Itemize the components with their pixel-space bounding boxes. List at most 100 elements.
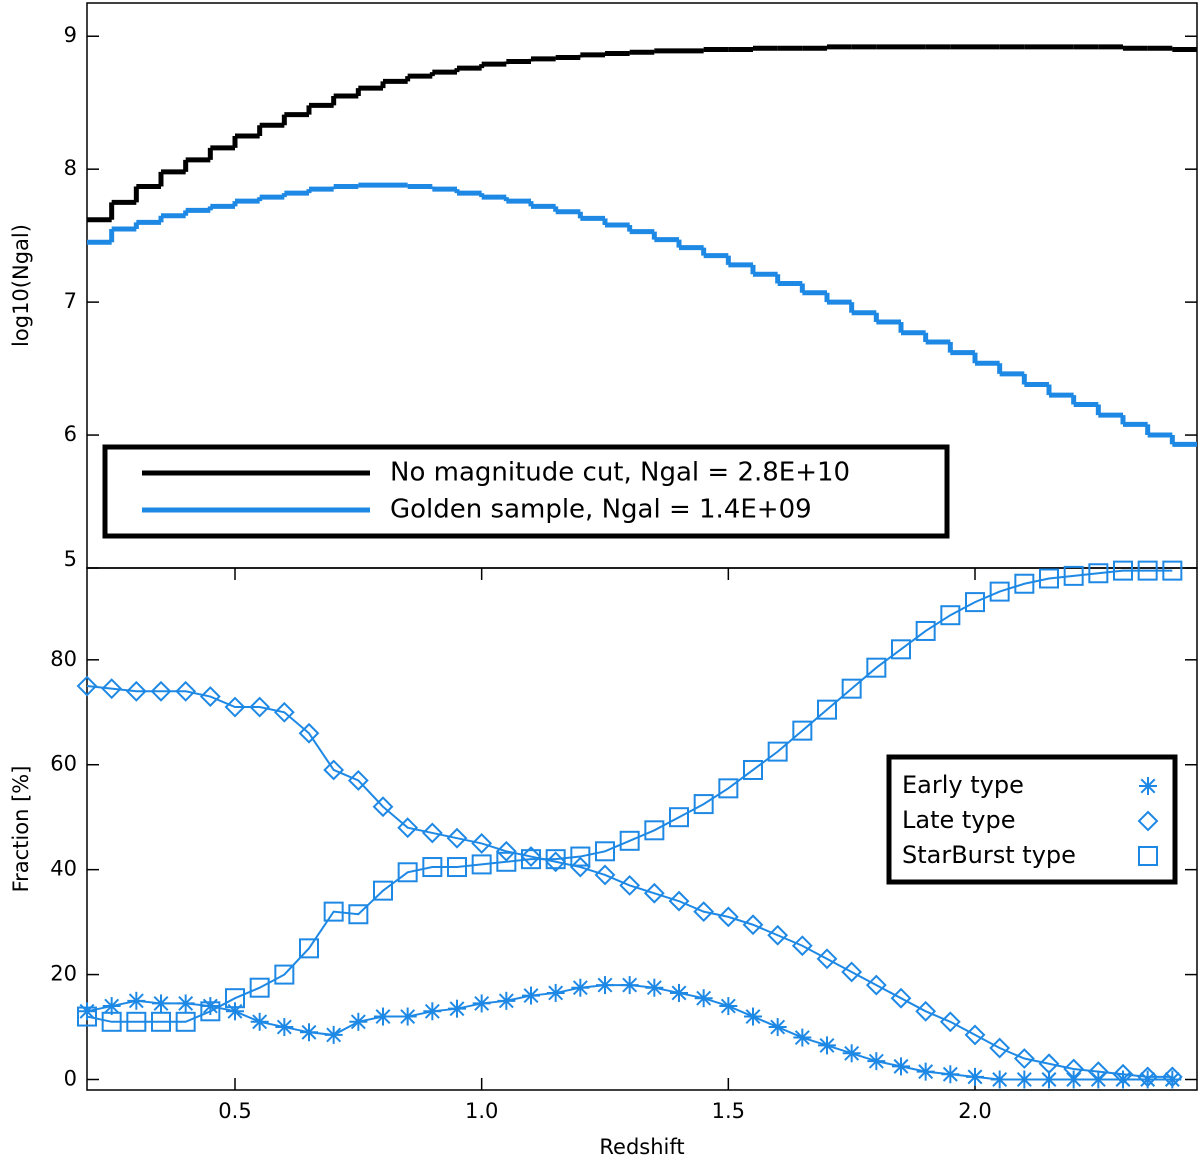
marker-shape [175,680,197,702]
marker-shape [791,935,813,957]
marker-shape [301,1024,317,1040]
data-point [915,1000,937,1022]
marker-shape [643,882,665,904]
marker-shape [868,1053,884,1069]
data-point [571,978,590,997]
marker-shape [1088,563,1109,584]
data-point [817,699,837,720]
marker-shape [422,857,443,878]
y-tick-label: 5 [64,547,77,571]
step-riser [109,185,1175,445]
x-tick-label: 1.0 [465,1099,498,1123]
data-point [200,1001,221,1022]
plot-frame [86,567,1198,1091]
data-point [619,874,641,896]
data-point [793,1028,812,1047]
data-point [569,856,591,878]
marker-shape [595,841,615,862]
y-axis-label: Fraction [%] [9,766,33,893]
marker-shape [841,678,862,699]
marker-shape [594,864,616,886]
marker-shape [323,901,344,922]
data-point [767,741,788,762]
y-tick-label: 80 [50,647,77,671]
data-point [865,974,887,996]
marker-shape [397,817,419,839]
data-point [447,857,467,878]
marker-shape [891,639,911,660]
marker-shape [274,964,295,985]
marker-shape [792,720,813,741]
y-axis-label: log10(Ngal) [9,224,33,347]
marker-shape [101,1011,122,1032]
data-point [890,987,912,1009]
data-point [125,680,147,702]
data-point [1064,1070,1083,1089]
marker-shape [819,1037,835,1053]
y-tick-label: 8 [64,156,77,180]
data-point [1112,1063,1134,1085]
data-point [373,880,393,901]
marker-shape [126,1011,147,1032]
y-tick-label: 60 [50,752,77,776]
data-point [471,854,492,875]
marker-shape [597,977,613,993]
data-point [1015,1070,1034,1089]
x-axis-label: Redshift [599,1135,684,1159]
marker-shape [1164,1072,1180,1087]
data-point [668,890,690,912]
marker-shape [101,678,123,700]
data-point [693,901,715,923]
marker-shape [1112,1063,1134,1085]
marker-shape [1063,1058,1085,1080]
marker-shape [548,985,564,1001]
marker-shape [693,901,715,923]
marker-shape [743,759,763,780]
data-point [423,1002,442,1021]
data-point [891,639,911,660]
data-point [495,840,517,862]
data-point [915,620,936,641]
marker-shape [720,998,736,1014]
y-tick-label: 0 [64,1067,77,1091]
marker-shape [745,1009,761,1025]
marker-shape [570,846,591,867]
marker-shape [373,880,393,901]
data-point [645,978,664,997]
legend-box [102,444,950,539]
data-point [127,991,146,1010]
marker-shape [498,993,514,1009]
marker-shape [770,1019,786,1035]
marker-shape [77,1006,97,1027]
marker-shape [964,1024,986,1046]
marker-shape [1140,778,1156,794]
data-point [1087,1061,1109,1083]
y-tick-label: 20 [50,962,77,986]
data-point [1113,560,1133,581]
y-tick-label: 9 [64,23,77,47]
data-point [497,991,516,1010]
data-point [866,657,887,678]
data-point [570,846,591,867]
marker-shape [1161,1066,1183,1088]
marker-shape [249,977,270,998]
data-point [717,906,739,928]
data-point [249,696,271,718]
marker-shape [965,592,985,613]
data-point [349,1012,368,1031]
marker-shape [1014,573,1035,594]
y-tick-label: 40 [50,857,77,881]
marker-shape [252,1014,268,1030]
marker-shape [1087,1061,1109,1083]
marker-shape [496,851,517,872]
data-point [151,1011,171,1032]
marker-shape [717,906,739,928]
data-point [1039,568,1059,589]
data-point [1137,1066,1159,1088]
data-point [446,827,468,849]
data-point [841,678,862,699]
data-point [939,1011,961,1033]
marker-shape [619,830,640,851]
x-tick-label: 0.5 [218,1099,251,1123]
marker-shape [471,854,492,875]
